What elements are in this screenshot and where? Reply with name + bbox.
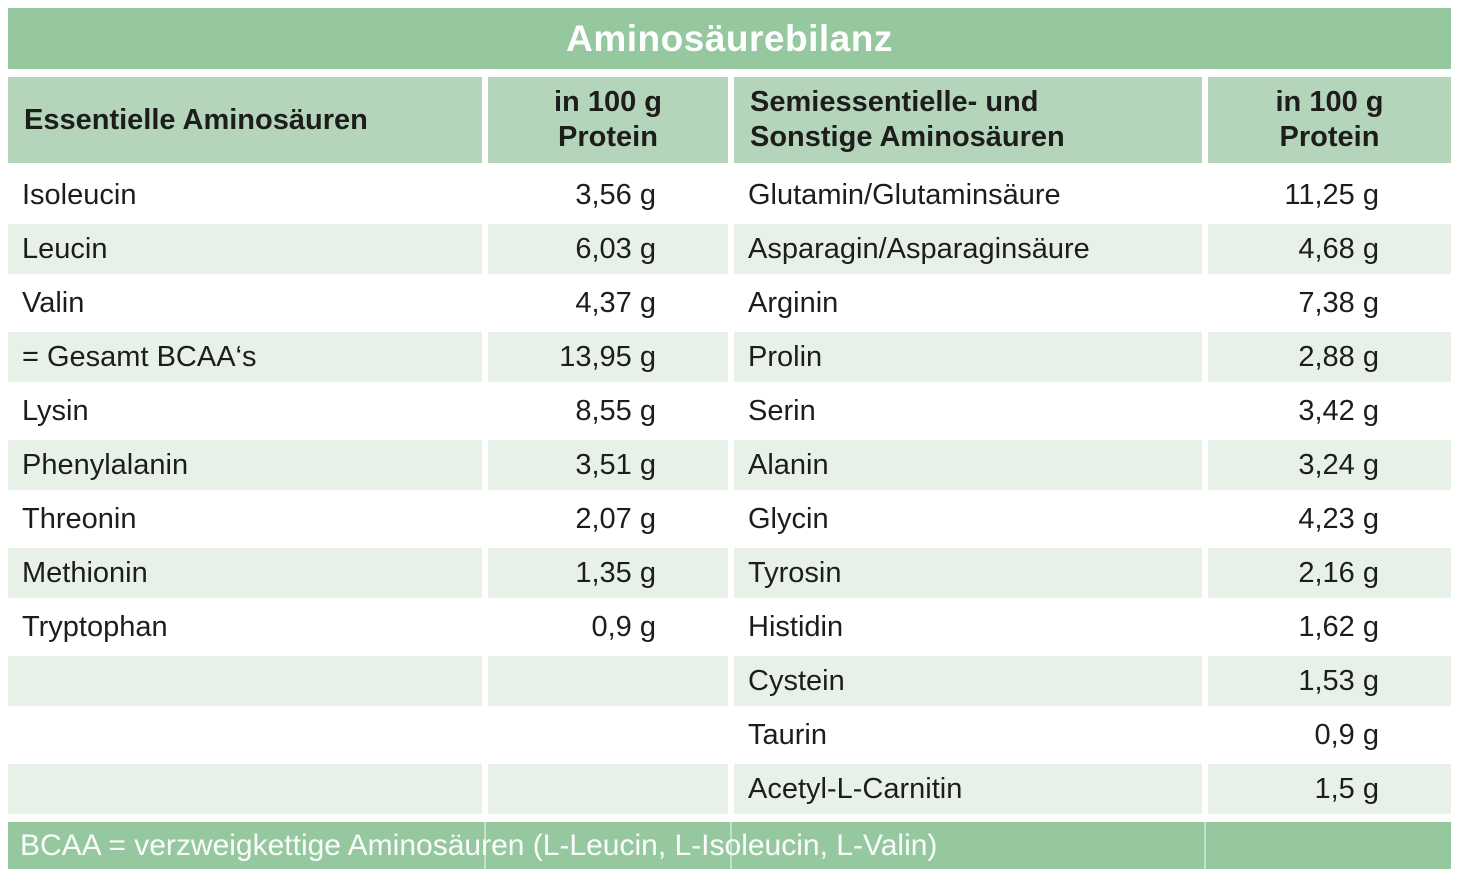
- other-amino-value: 0,9 g: [1314, 718, 1380, 751]
- header-unit-line1: in 100 g: [554, 86, 662, 119]
- other-amino-name: Serin: [748, 394, 816, 427]
- other-amino-value: 4,23 g: [1298, 502, 1379, 535]
- essential-amino-name: Threonin: [22, 502, 137, 535]
- other-amino-name: Tyrosin: [734, 548, 1202, 598]
- header-unit-line2: Protein: [558, 121, 658, 153]
- essential-amino-name: Lysin: [22, 394, 89, 427]
- essential-amino-name: Phenylalanin: [8, 440, 482, 490]
- other-amino-name: Prolin: [734, 332, 1202, 382]
- other-amino-value: 3,42 g: [1298, 394, 1379, 427]
- essential-amino-name: = Gesamt BCAA‘s: [8, 332, 482, 382]
- other-amino-value: 11,25 g: [1284, 178, 1379, 211]
- header-per-100g-protein-left: in 100 g Protein: [488, 77, 728, 163]
- other-amino-value: 3,24 g: [1208, 440, 1451, 490]
- essential-amino-value: 0,9 g: [591, 610, 657, 643]
- essential-amino-value: 1,35 g: [488, 548, 728, 598]
- other-amino-name: Histidin: [748, 610, 844, 643]
- essential-amino-value: 13,95 g: [488, 332, 728, 382]
- other-amino-name: Cystein: [734, 656, 1202, 706]
- header-semi-line2: Sonstige Aminosäuren: [750, 121, 1065, 153]
- header-essential-amino-acids: Essentielle Aminosäuren: [8, 77, 482, 163]
- other-amino-name: Glutamin/Glutaminsäure: [748, 178, 1061, 211]
- essential-amino-name: Methionin: [8, 548, 482, 598]
- essential-amino-value: 3,51 g: [488, 440, 728, 490]
- essential-amino-name: Isoleucin: [22, 178, 137, 211]
- essential-amino-name: Leucin: [8, 224, 482, 274]
- essential-amino-name: [8, 764, 482, 814]
- other-amino-value: 2,16 g: [1208, 548, 1451, 598]
- essential-amino-name: Tryptophan: [22, 610, 168, 643]
- other-amino-name: Arginin: [748, 286, 839, 319]
- other-amino-value: 1,5 g: [1208, 764, 1451, 814]
- table-body: Isoleucin 3,56 g Glutamin/Glutaminsäure …: [8, 170, 1451, 814]
- header-per-100g-protein-right: in 100 g Protein: [1208, 77, 1451, 163]
- essential-amino-name: [8, 710, 482, 760]
- page-title: Aminosäurebilanz: [8, 8, 1451, 69]
- other-amino-name: Taurin: [748, 718, 827, 751]
- essential-amino-value: [488, 656, 728, 706]
- header-semi-essential-amino-acids: Semiessentielle- und Sonstige Aminosäure…: [734, 77, 1202, 163]
- essential-amino-value: 2,07 g: [575, 502, 656, 535]
- essential-amino-name: [8, 656, 482, 706]
- essential-amino-value: [488, 710, 728, 760]
- other-amino-name: Acetyl-L-Carnitin: [734, 764, 1202, 814]
- header-essential-label: Essentielle Aminosäuren: [24, 103, 368, 136]
- footnote-column-seam: [730, 822, 732, 869]
- essential-amino-value: [488, 764, 728, 814]
- essential-amino-name: Valin: [22, 286, 85, 319]
- other-amino-value: 2,88 g: [1208, 332, 1451, 382]
- footnote-column-seam: [484, 822, 486, 869]
- bcaa-footnote-text: BCAA = verzweigkettige Aminosäuren (L-Le…: [20, 828, 938, 862]
- header-semi-line1: Semiessentielle- und: [750, 86, 1039, 119]
- header-unit-line1: in 100 g: [1275, 86, 1384, 119]
- essential-amino-value: 8,55 g: [575, 394, 656, 427]
- essential-amino-value: 4,37 g: [575, 286, 656, 319]
- other-amino-name: Alanin: [734, 440, 1202, 490]
- other-amino-value: 1,62 g: [1298, 610, 1379, 643]
- essential-amino-value: 3,56 g: [575, 178, 656, 211]
- essential-amino-value: 6,03 g: [488, 224, 728, 274]
- other-amino-value: 7,38 g: [1298, 286, 1379, 319]
- bcaa-footnote-bar: BCAA = verzweigkettige Aminosäuren (L-Le…: [8, 822, 1451, 869]
- other-amino-value: 4,68 g: [1208, 224, 1451, 274]
- footnote-column-seam: [1204, 822, 1206, 869]
- other-amino-value: 1,53 g: [1208, 656, 1451, 706]
- other-amino-name: Glycin: [748, 502, 829, 535]
- header-unit-line2: Protein: [1279, 121, 1380, 153]
- other-amino-name: Asparagin/Asparaginsäure: [734, 224, 1202, 274]
- column-header-row: Essentielle Aminosäuren in 100 g Protein…: [8, 77, 1451, 163]
